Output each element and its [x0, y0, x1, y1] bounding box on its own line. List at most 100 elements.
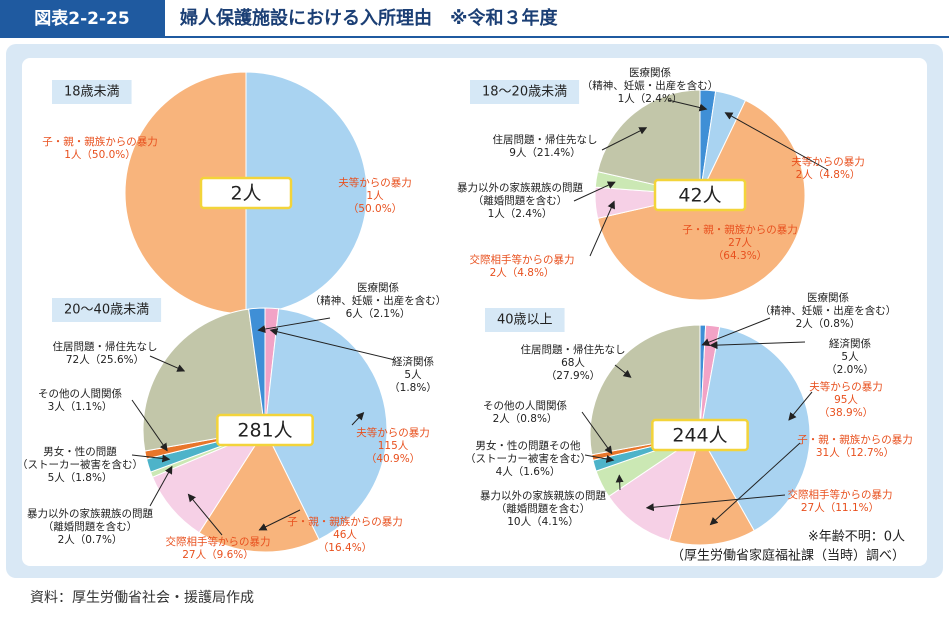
percent-label: （2.4%）	[635, 93, 683, 105]
header-label-box	[0, 0, 165, 36]
slice-label: 住居問題・帰住先なし	[53, 340, 158, 353]
slice-value-line: 10人（4.1%）	[507, 516, 579, 528]
center-box	[216, 413, 314, 447]
leader-line	[581, 411, 613, 455]
leader-line	[149, 465, 173, 507]
slice-label: 医療関係	[629, 66, 671, 79]
note: （厚生労働省家庭福祉課（当時）調べ）	[671, 548, 905, 564]
value-label: 27人	[801, 502, 825, 514]
note: ※年齢不明：0人	[808, 530, 905, 545]
percent-label: （9.6%）	[206, 549, 254, 561]
slice-value-line: 27人（11.1%）	[801, 502, 879, 514]
value-label: 1人	[618, 93, 636, 105]
percent-label: （2.1%）	[363, 308, 411, 320]
slice-label: 住居問題・帰住先なし	[493, 133, 598, 146]
percent-label: （2.4%）	[505, 208, 553, 220]
percent-label: （21.4%）	[526, 147, 580, 159]
slice-value-line: 6人（2.1%）	[346, 308, 411, 320]
value-label: 10人	[507, 516, 531, 528]
value-label: 72人	[66, 354, 90, 366]
slice-value-line: 4人（1.6%）	[496, 466, 561, 478]
leader-line	[149, 355, 186, 372]
percent-label: （0.8%）	[813, 318, 861, 330]
value-label: 95人	[834, 394, 858, 406]
percent-label: （0.8%）	[510, 413, 558, 425]
value-label: 2人	[796, 318, 814, 330]
value-label: 1人	[488, 208, 506, 220]
pie-slice	[699, 326, 811, 532]
value-label: 31人	[816, 447, 840, 459]
slice-label: （精神、妊娠・出産を含む）	[310, 294, 447, 307]
chart-title: 18歳未満	[64, 85, 120, 100]
leader-line	[701, 317, 771, 346]
center-box	[651, 418, 749, 452]
slice-label: （精神、妊娠・出産を含む）	[760, 304, 897, 317]
slice-value-line: 1人（50.0%）	[64, 149, 136, 161]
slice-value-line: 3人（1.1%）	[48, 401, 113, 413]
slice-label: 男女・性の問題その他	[476, 439, 581, 452]
chart-title: 20～40歳未満	[64, 303, 149, 318]
chart-title-box	[470, 80, 580, 104]
slice-label: （離婚問題を含む）	[43, 520, 138, 533]
slice-label: 暴力以外の家族親族の問題	[480, 489, 606, 502]
pie-slice	[597, 89, 701, 196]
slice-value-line: 31人（12.7%）	[816, 447, 894, 459]
leader-line	[667, 99, 708, 112]
slice-label: 子・親・親族からの暴力	[287, 515, 403, 528]
value-label: 1人	[366, 190, 384, 202]
slice-value-line: 2人（0.8%）	[796, 318, 861, 330]
slice-value-line: 2人（0.8%）	[493, 413, 558, 425]
value-label: 1人	[64, 149, 82, 161]
leader-line	[131, 399, 168, 452]
pie-slice	[124, 71, 247, 315]
chart-title-box	[485, 308, 565, 332]
percent-label: （38.9%）	[819, 407, 873, 419]
percent-label: （64.3%）	[713, 250, 767, 262]
header-label: 図表2-2-25	[34, 8, 129, 29]
percent-label: （27.9%）	[546, 370, 600, 382]
pie-slice	[151, 428, 267, 534]
percent-label: （25.6%）	[90, 354, 144, 366]
slice-value-line: 5人（1.8%）	[48, 472, 113, 484]
slice-label: 交際相手等からの暴力	[788, 488, 893, 501]
slice-label: 暴力以外の家族親族の問題	[27, 507, 153, 520]
pie-slice	[245, 71, 368, 315]
slice-value-line: 2人（0.7%）	[58, 534, 123, 546]
slice-label: （精神、妊娠・出産を含む）	[582, 79, 719, 92]
chart-title-box	[52, 298, 162, 322]
leader-line	[724, 112, 829, 171]
slice-value-line: 9人（21.4%）	[509, 147, 581, 159]
slice-label: 交際相手等からの暴力	[470, 253, 575, 266]
leader-line	[615, 474, 624, 491]
slice-label: 医療関係	[807, 291, 849, 304]
leader-line	[351, 412, 365, 426]
slice-label: 夫等からの暴力	[356, 426, 430, 439]
leader-line	[601, 127, 648, 151]
center-box	[199, 176, 293, 210]
pie-slice	[608, 433, 701, 542]
slice-label: 交際相手等からの暴力	[166, 535, 271, 548]
leader-line	[589, 200, 615, 257]
value-label: 115人	[378, 440, 409, 452]
percent-label: （16.4%）	[318, 542, 372, 554]
percent-label: （4.1%）	[531, 516, 579, 528]
slice-value-line: 72人（25.6%）	[66, 354, 144, 366]
percent-label: （4.8%）	[507, 267, 555, 279]
percent-label: （2.0%）	[826, 364, 874, 376]
chart-title: 40歳以上	[497, 313, 553, 328]
leader-line	[709, 341, 806, 350]
slice-value-line: 1人（2.4%）	[618, 93, 683, 105]
pie-slice	[668, 433, 755, 546]
leader-line	[584, 454, 615, 463]
percent-label: （50.0%）	[81, 149, 135, 161]
percent-label: （1.6%）	[513, 466, 561, 478]
chart-title-box	[52, 80, 132, 104]
leader-line	[131, 454, 171, 463]
percent-label: （1.8%）	[389, 382, 437, 394]
chart-title: 18～20歳未満	[482, 85, 567, 100]
slice-value-line: 1人（2.4%）	[488, 208, 553, 220]
slice-value-line: 27人（9.6%）	[182, 549, 254, 561]
slice-value-line: 2人（4.8%）	[796, 169, 861, 181]
value-label: 27人	[728, 237, 752, 249]
value-label: 2人	[796, 169, 814, 181]
